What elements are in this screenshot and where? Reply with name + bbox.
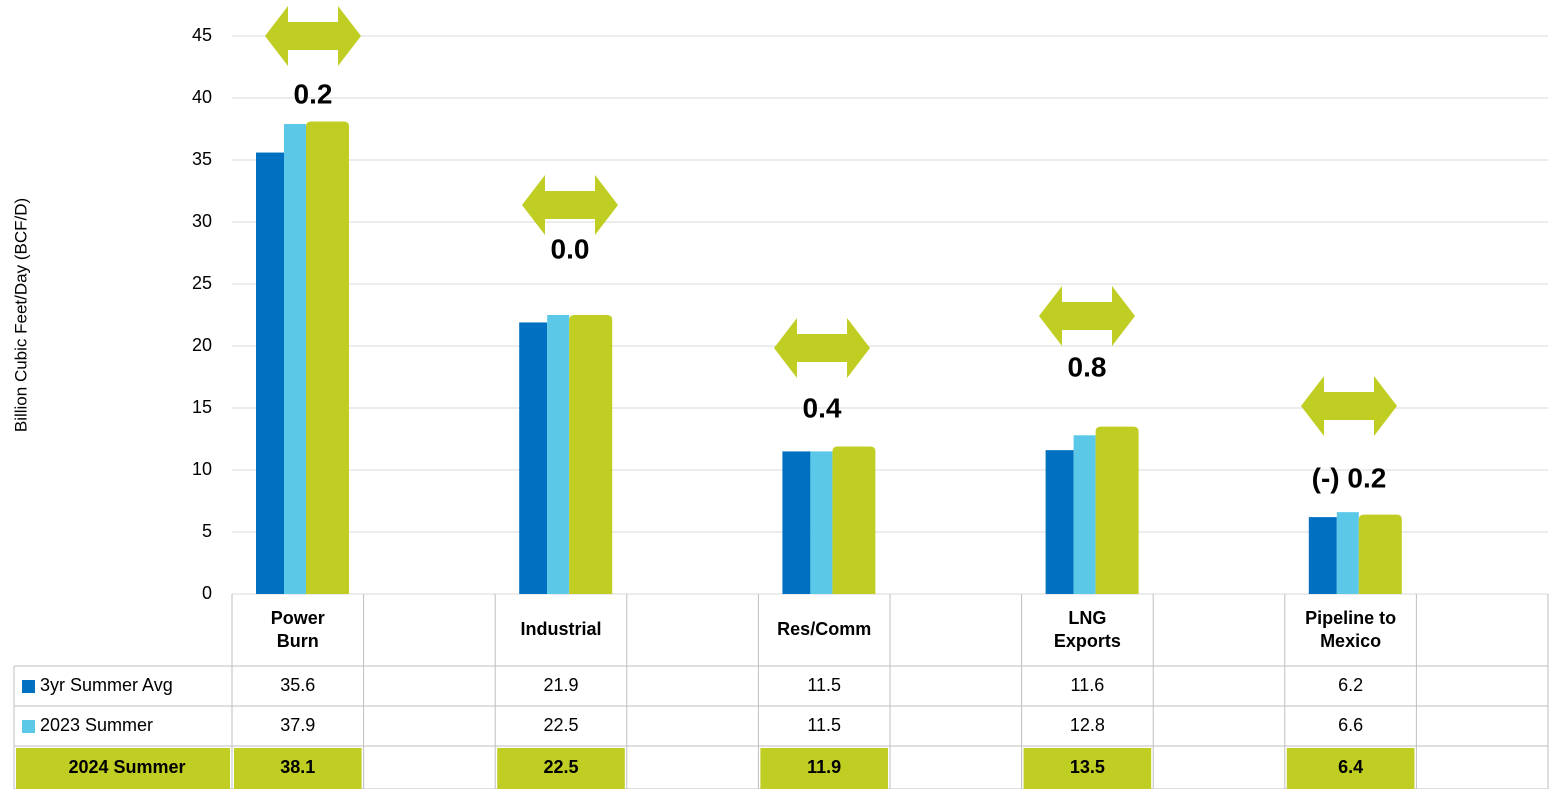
category-label: LNG Exports [1053,607,1121,651]
table-cell-fill [497,748,625,789]
y-tick-label: 20 [192,335,212,355]
table-cell-fill [1286,748,1415,789]
bar [832,446,876,594]
legend-entry: 2023 Summer [14,706,232,746]
bar [782,451,811,594]
bar [519,322,548,594]
category-label: Res/Comm [777,619,872,640]
legend-entry: 3yr Summer Avg [14,666,232,706]
bar [1308,517,1337,594]
bar [1358,514,1402,594]
bar [1073,435,1096,594]
y-tick-label: 35 [192,149,212,169]
double-arrow [265,6,361,66]
y-tick-label: 30 [192,211,212,231]
y-tick-label: 5 [202,521,212,541]
annotation: 0.4 [803,392,842,423]
legend-swatch [22,679,35,693]
y-tick-label: 15 [192,397,212,417]
category-label: Industrial [520,619,602,640]
double-arrow [774,318,870,378]
legend-label: 2023 Summer [40,715,154,736]
bar [1045,450,1074,594]
table-value: 6.6 [1338,715,1364,736]
table-value: 13.5 [1069,756,1105,777]
bar [284,124,306,594]
y-tick-label: 40 [192,87,212,107]
annotation: 0.8 [1068,351,1107,382]
bar [569,315,613,594]
bar [547,315,570,594]
bar [1336,512,1359,594]
y-tick-label: 0 [202,583,212,603]
table-value: 11.5 [807,715,842,736]
y-tick-label: 25 [192,273,212,293]
table-value: 11.5 [807,675,842,696]
legend-label: 2024 Summer [68,756,186,777]
category-label: Pipeline to Mexico [1305,607,1397,651]
table-cell-fill [234,748,362,789]
table-cell-fill [1023,748,1152,789]
double-arrow [522,175,618,235]
double-arrow [1301,376,1397,436]
annotation: 0.0 [551,233,590,264]
table-value: 21.9 [543,675,579,696]
table-value: 12.8 [1069,715,1105,736]
table-value: 11.6 [1070,675,1105,696]
bar [1095,426,1139,594]
annotation: 0.2 [294,78,333,109]
category-label: Power Burn [270,607,325,651]
table-value: 35.6 [280,675,316,696]
y-axis-label: Billion Cubic Feet/Day (BCF/D) [11,198,30,432]
legend-label: 3yr Summer Avg [40,675,173,696]
table-value: 6.4 [1338,756,1364,777]
legend-swatch [22,719,35,733]
annotation: (-) 0.2 [1312,462,1387,493]
legend-entry: 2024 Summer [14,746,232,789]
bar [256,152,284,594]
table-cell-fill [760,748,888,789]
y-tick-label: 45 [192,25,212,45]
table-value: 37.9 [280,715,316,736]
y-tick-label: 10 [192,459,212,479]
bar [810,451,833,594]
table-value: 11.9 [807,756,842,777]
table-value: 6.2 [1338,675,1364,696]
table-value: 38.1 [280,756,316,777]
legend-cell-fill [16,748,230,789]
table-value: 22.5 [543,756,579,777]
bar [306,121,349,594]
table-value: 22.5 [543,715,579,736]
double-arrow [1039,286,1135,346]
